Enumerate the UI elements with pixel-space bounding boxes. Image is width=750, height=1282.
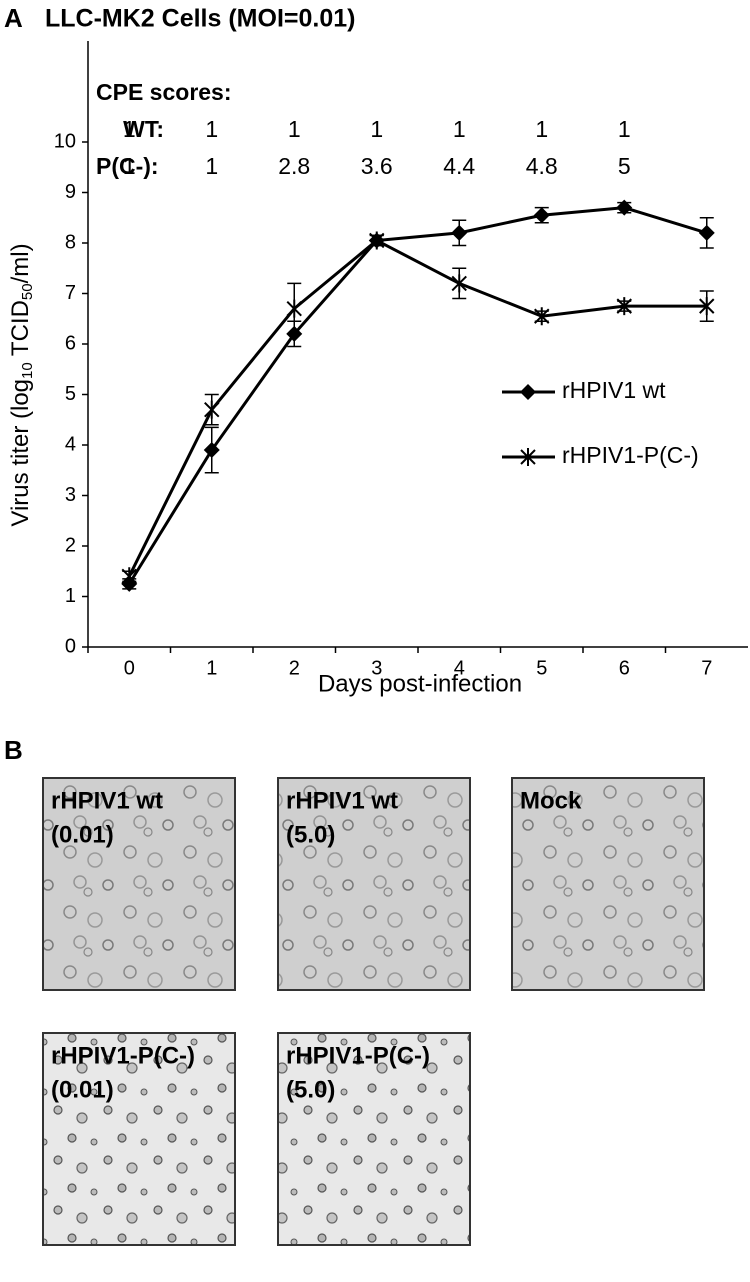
cpe-score: 1 — [453, 116, 466, 142]
y-tick-label: 6 — [65, 332, 76, 354]
x-tick-label: 3 — [371, 657, 382, 679]
micrograph-label: (5.0) — [286, 821, 335, 848]
y-tick-label: 0 — [65, 635, 76, 657]
marker — [533, 207, 550, 224]
legend-label: rHPIV1-P(C-) — [562, 442, 699, 468]
micrograph-label: Mock — [520, 787, 582, 814]
cpe-score: 1 — [535, 116, 548, 142]
x-tick-label: 0 — [124, 657, 135, 679]
x-tick-label: 7 — [701, 657, 712, 679]
series-line — [127, 238, 707, 577]
y-title-sub: 50 — [19, 283, 36, 300]
marker — [286, 299, 302, 318]
y-title-part: Virus titer (log — [7, 379, 34, 527]
cpe-score: 2.8 — [278, 153, 310, 179]
cpe-row-label: WT: — [123, 116, 164, 142]
cpe-score: 1 — [205, 153, 218, 179]
marker — [369, 231, 385, 250]
marker — [121, 567, 137, 586]
y-title-part: /ml) — [7, 243, 34, 283]
y-tick-label: 1 — [65, 585, 76, 607]
cpe-score: 1 — [123, 116, 136, 142]
cpe-score: 4.8 — [526, 153, 558, 179]
marker — [520, 384, 536, 400]
marker — [699, 297, 715, 316]
x-tick-label: 5 — [536, 657, 547, 679]
y-axis-title: Virus titer (log10 TCID50/ml) — [7, 243, 36, 526]
y-tick-label: 2 — [65, 534, 76, 556]
cpe-heading: CPE scores: — [96, 79, 232, 105]
cpe-score: 1 — [618, 116, 631, 142]
cpe-score: 1 — [205, 116, 218, 142]
cpe-score: 5 — [618, 153, 631, 179]
micrograph-label: rHPIV1 wt — [51, 787, 163, 814]
panel-label: A — [4, 3, 23, 33]
x-tick-label: 4 — [454, 657, 465, 679]
marker — [534, 307, 550, 326]
marker — [204, 400, 220, 419]
micrograph — [42, 1032, 236, 1246]
legend-label: rHPIV1 wt — [562, 377, 666, 403]
micrograph-label: rHPIV1-P(C-) — [51, 1042, 195, 1069]
y-title-sub: 10 — [19, 362, 36, 379]
cpe-score: 1 — [123, 153, 136, 179]
x-tick-label: 6 — [619, 657, 630, 679]
y-tick-label: 7 — [65, 282, 76, 304]
micrograph — [511, 777, 705, 991]
y-tick-label: 9 — [65, 181, 76, 203]
cpe-score: 1 — [370, 116, 383, 142]
micrograph-label: rHPIV1-P(C-) — [286, 1042, 430, 1069]
marker — [203, 442, 220, 459]
micrograph-label: (0.01) — [51, 821, 114, 848]
series-line — [127, 206, 708, 585]
marker — [698, 224, 715, 241]
micrograph-label: (5.0) — [286, 1076, 335, 1103]
chart-title: LLC-MK2 Cells (MOI=0.01) — [45, 5, 355, 33]
micrograph — [42, 777, 236, 991]
micrograph-label: rHPIV1 wt — [286, 787, 398, 814]
cpe-score: 4.4 — [443, 153, 475, 179]
y-tick-label: 10 — [54, 130, 76, 152]
marker — [451, 224, 468, 241]
y-tick-label: 3 — [65, 484, 76, 506]
micrograph — [277, 777, 471, 991]
y-tick-label: 8 — [65, 231, 76, 253]
marker — [451, 274, 467, 293]
micrograph — [277, 1032, 471, 1246]
cpe-score: 3.6 — [361, 153, 393, 179]
cpe-row-label: P(C-): — [96, 153, 159, 179]
y-title-part: TCID — [7, 300, 34, 362]
marker — [616, 199, 633, 216]
x-axis-title: Days post-infection — [318, 670, 522, 697]
cpe-score: 1 — [288, 116, 301, 142]
marker — [520, 448, 536, 466]
x-tick-label: 2 — [289, 657, 300, 679]
x-tick-label: 1 — [206, 657, 217, 679]
y-tick-label: 4 — [65, 433, 76, 455]
y-tick-label: 5 — [65, 383, 76, 405]
marker — [616, 297, 632, 316]
micrograph-label: (0.01) — [51, 1076, 114, 1103]
panel-label: B — [4, 735, 23, 765]
